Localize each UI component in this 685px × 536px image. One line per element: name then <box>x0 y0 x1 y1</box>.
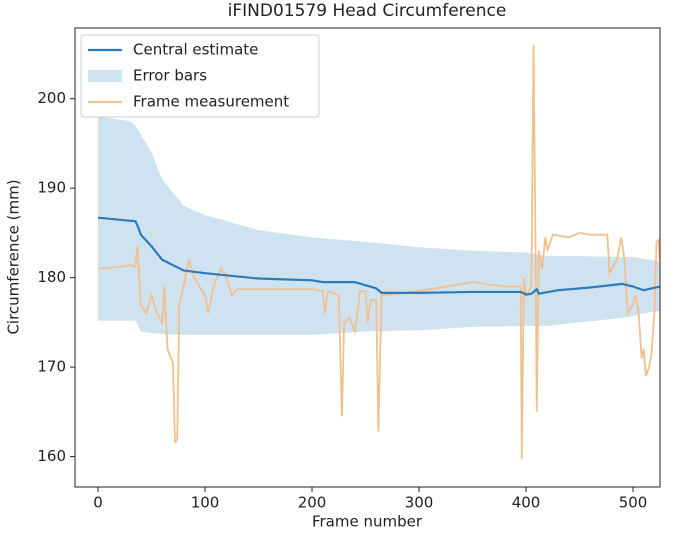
series-line <box>97 44 661 460</box>
legend-label: Central estimate <box>133 41 258 59</box>
x-tick-label: 300 <box>405 494 434 512</box>
series-line <box>97 216 661 296</box>
legend-label: Frame measurement <box>133 93 289 111</box>
y-tick-label: 190 <box>37 179 66 197</box>
x-tick-label: 500 <box>619 494 648 512</box>
y-tick-label: 170 <box>37 358 66 376</box>
x-tick-label: 200 <box>298 494 327 512</box>
y-tick-label: 200 <box>37 89 66 107</box>
x-tick-label: 100 <box>191 494 220 512</box>
y-tick-label: 160 <box>37 447 66 465</box>
legend-label: Error bars <box>133 67 207 85</box>
legend-box <box>80 34 320 118</box>
x-tick-label: 400 <box>512 494 541 512</box>
chart-title: iFIND01579 Head Circumference <box>228 1 507 21</box>
plot-frame <box>74 27 661 488</box>
error-band <box>98 116 660 335</box>
y-tick-label: 180 <box>37 268 66 286</box>
y-axis-label: Circumference (mm) <box>5 179 23 334</box>
legend-swatch <box>88 70 122 82</box>
x-axis-label: Frame number <box>312 513 423 531</box>
x-tick-label: 0 <box>93 494 103 512</box>
